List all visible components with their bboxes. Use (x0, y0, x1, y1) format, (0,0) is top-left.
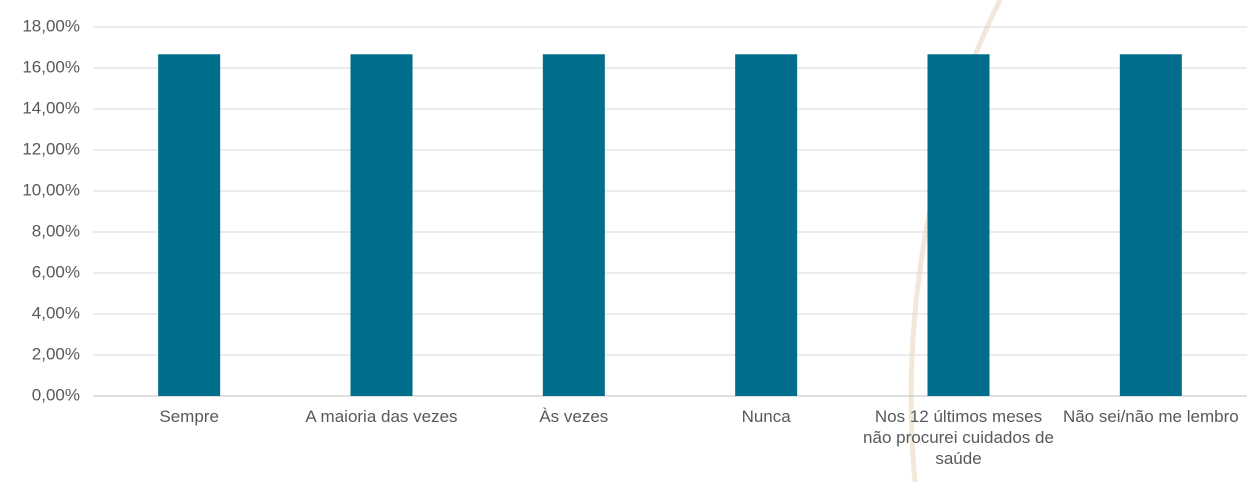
x-tick-label: Nunca (741, 407, 791, 426)
y-tick-label: 18,00% (22, 16, 80, 35)
x-tick-label-box: Sempre (159, 407, 219, 426)
bar (350, 54, 413, 396)
y-tick-label: 16,00% (22, 57, 80, 76)
y-tick-label: 12,00% (22, 139, 80, 158)
y-tick-label: 10,00% (22, 180, 80, 199)
x-tick-label-box: A maioria das vezes (305, 407, 458, 426)
y-tick-label: 8,00% (32, 221, 80, 240)
x-tick-label: A maioria das vezes (305, 407, 458, 426)
y-tick-label: 2,00% (32, 344, 80, 363)
x-tick-label-box: Nos 12 últimos meses não procurei cuidad… (863, 407, 1054, 468)
bar (158, 54, 221, 396)
x-tick-label: Nos 12 últimos meses não procurei cuidad… (863, 407, 1054, 468)
y-tick-label: 6,00% (32, 262, 80, 281)
bar (927, 54, 990, 396)
bar (735, 54, 798, 396)
x-tick-label-box: Nunca (741, 407, 791, 426)
x-tick-label: Sempre (159, 407, 219, 426)
y-tick-label: 14,00% (22, 98, 80, 117)
x-tick-label: Às vezes (539, 407, 609, 426)
y-tick-label: 4,00% (32, 303, 80, 322)
y-tick-label: 0,00% (32, 385, 80, 404)
bar (542, 54, 605, 396)
bar (1119, 54, 1182, 396)
x-tick-label-box: Às vezes (539, 407, 609, 426)
x-tick-label-box: Não sei/não me lembro (1062, 407, 1239, 426)
x-tick-label: Não sei/não me lembro (1062, 407, 1239, 426)
